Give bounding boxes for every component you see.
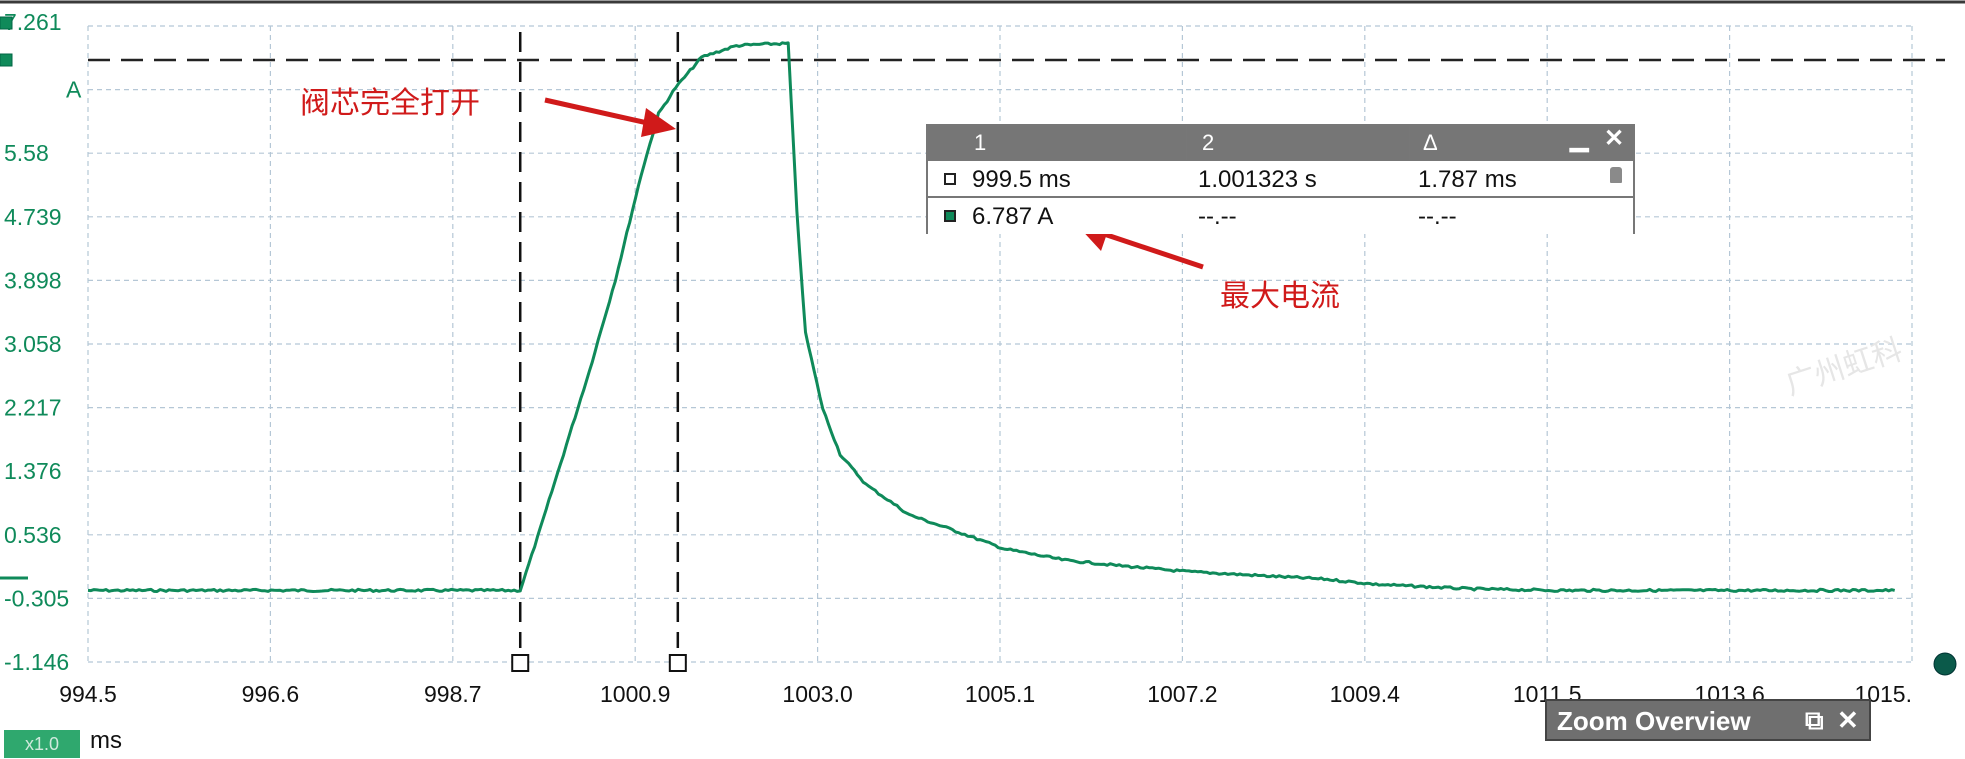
x-tick-label: 1000.9 [600, 681, 670, 707]
x-tick-label: 996.6 [242, 681, 300, 707]
cursor-table-header: 1 2 Δ ▁ ✕ [928, 125, 1633, 160]
x-axis-unit: ms [90, 727, 122, 754]
y-tick-label: 3.898 [4, 267, 62, 293]
y-tick-label: 5.58 [4, 140, 49, 166]
channel-a-icon [944, 210, 956, 222]
delta-amplitude: --.-- [1418, 203, 1457, 230]
zoom-overview-title: Zoom Overview [1557, 706, 1751, 736]
cursor-measurements-table[interactable]: 1 2 Δ ▁ ✕ 999.5 ms 1.001323 s 1.787 ms 6… [926, 124, 1635, 234]
bottom-toolbar: x1.0 ms [0, 722, 1965, 759]
max-current-annotation: 最大电流 [1220, 279, 1340, 314]
zoom-level-badge[interactable]: x1.0 [4, 730, 80, 758]
y-tick-label: A [66, 77, 82, 103]
trigger-end-marker[interactable] [1933, 652, 1957, 676]
y-tick-label: 4.739 [4, 204, 62, 230]
cursor-2-handle[interactable] [668, 654, 687, 672]
zoom-overview-panel[interactable]: Zoom Overview ⧉ ✕ [1545, 699, 1871, 741]
x-axis-labels: 994.5 996.6 998.7 1000.9 1003.0 1005.1 1007.2 1… [59, 681, 1912, 707]
header-cursor-1: 1 [974, 130, 987, 155]
channel-a-level-marker[interactable] [0, 53, 13, 67]
y-tick-label: 2.217 [4, 395, 62, 421]
header-delta: Δ [1423, 130, 1438, 155]
valve-open-annotation: 阀芯完全打开 [300, 86, 480, 121]
cursor-2-amplitude: --.-- [1198, 203, 1237, 230]
amplitude-cursor-row: 6.787 A --.-- --.-- [928, 197, 1633, 234]
y-tick-label: 7.261 [4, 9, 62, 35]
current-trace [87, 41, 1896, 593]
y-tick-label: 1.376 [4, 458, 62, 484]
valve-open-arrow [544, 97, 676, 137]
close-icon[interactable]: ✕ [1837, 705, 1859, 735]
cursor-1-handle[interactable] [511, 654, 530, 672]
y-tick-label: -1.146 [4, 649, 69, 675]
cursor-2-time: 1.001323 s [1198, 166, 1317, 193]
x-tick-label: 994.5 [59, 681, 117, 707]
y-axis-labels: 7.261 A 5.58 4.739 3.898 3.058 2.217 1.376 0.536… [4, 9, 82, 675]
channel-a-top-marker[interactable] [0, 16, 13, 30]
x-tick-label: 998.7 [424, 681, 482, 707]
cursor-1-amplitude: 6.787 A [972, 203, 1054, 230]
row-divider [928, 196, 1633, 197]
delta-time: 1.787 ms [1418, 166, 1517, 193]
lock-icon[interactable] [1610, 167, 1622, 183]
x-tick-label: 1003.0 [782, 681, 852, 707]
restore-icon[interactable]: ⧉ [1805, 705, 1824, 735]
time-cursor-row: 999.5 ms 1.001323 s 1.787 ms [928, 160, 1633, 197]
header-cursor-2: 2 [1202, 130, 1215, 155]
x-tick-label: 1007.2 [1147, 681, 1217, 707]
close-icon[interactable]: ✕ [1604, 125, 1625, 152]
minimize-icon[interactable]: ▁ [1570, 125, 1589, 152]
cursor-1-time: 999.5 ms [972, 166, 1071, 193]
x-tick-label: 1009.4 [1330, 681, 1401, 707]
y-tick-label: 0.536 [4, 522, 62, 548]
time-channel-icon [944, 173, 956, 185]
y-tick-label: -0.305 [4, 585, 69, 611]
y-tick-label: 3.058 [4, 331, 62, 357]
x-tick-label: 1005.1 [965, 681, 1035, 707]
